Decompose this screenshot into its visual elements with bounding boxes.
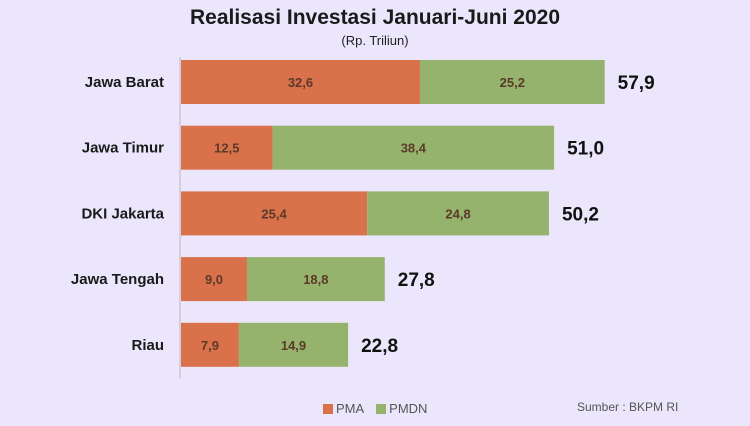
- bar-pmdn: [238, 322, 349, 367]
- data-label: 9,0: [205, 272, 223, 287]
- total-label: 50,2: [562, 204, 599, 225]
- data-label: 7,9: [201, 338, 219, 353]
- legend-item-pmdn: PMDN: [376, 401, 427, 416]
- data-label: 25,4: [261, 206, 287, 221]
- category-label: DKI Jakarta: [81, 205, 164, 222]
- total-label: 51,0: [567, 139, 604, 160]
- total-label: 27,8: [398, 270, 435, 291]
- bar-pmdn: [272, 125, 555, 170]
- bar-pma: [181, 60, 420, 104]
- bar-pma: [181, 322, 239, 367]
- legend: PMA PMDN: [323, 401, 427, 416]
- data-label: 32,6: [288, 75, 313, 90]
- data-label: 25,2: [500, 75, 525, 90]
- data-label: 14,9: [281, 338, 306, 353]
- bar-pmdn: [246, 257, 385, 302]
- total-label: 22,8: [361, 336, 398, 357]
- bar-pma: [181, 257, 247, 302]
- chart-subtitle: (Rp. Triliun): [341, 33, 409, 48]
- total-label: 57,9: [618, 73, 655, 94]
- bar-pmdn: [419, 60, 605, 104]
- source-note: Sumber : BKPM RI: [577, 400, 679, 414]
- legend-swatch-pma: [323, 404, 333, 414]
- bar-pma: [181, 125, 273, 170]
- legend-label: PMDN: [389, 401, 428, 416]
- bar-pmdn: [367, 191, 549, 236]
- category-label: Riau: [131, 337, 164, 354]
- category-label: Jawa Barat: [85, 74, 164, 91]
- bar-pma: [181, 191, 368, 236]
- data-label: 38,4: [401, 141, 427, 156]
- category-label: Jawa Timur: [82, 140, 164, 157]
- category-label: Jawa Tengah: [71, 271, 164, 288]
- legend-label: PMA: [336, 401, 365, 416]
- chart-title: Realisasi Investasi Januari-Juni 2020: [189, 6, 561, 29]
- data-label: 18,8: [303, 272, 328, 287]
- data-label: 24,8: [445, 206, 470, 221]
- legend-item-pma: PMA: [323, 401, 364, 416]
- legend-swatch-pmdn: [376, 404, 387, 414]
- data-label: 12,5: [214, 141, 239, 156]
